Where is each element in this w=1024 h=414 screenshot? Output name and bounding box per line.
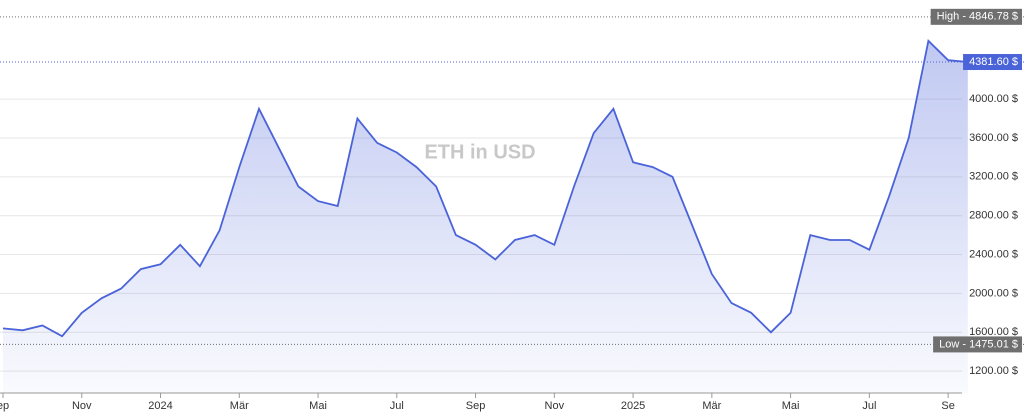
annotation: High - 4846.78 $ [930,8,1022,25]
x-tick-label: Mai [782,400,800,412]
x-tick-label: Sep [466,400,486,412]
x-tick-label: Mär [230,400,249,412]
annotation: 4381.60 $ [963,54,1022,71]
x-tick-label: Mai [309,400,327,412]
y-tick-label: 1600.00 $ [969,326,1018,338]
y-tick-label: 2400.00 $ [969,248,1018,260]
x-tick-label: Jul [862,400,876,412]
line [2,38,968,338]
annotation-box [963,54,1022,71]
y-tick-label: 3200.00 $ [969,171,1018,183]
x-tick-label: Mär [702,400,721,412]
x-tick-label: Nov [72,400,92,412]
annotation-label: High - 4846.78 $ [937,11,1018,23]
x-tick-label: Se [941,400,954,412]
y-tick-label: 4000.00 $ [969,93,1018,105]
x-tick-label: 2024 [148,400,172,412]
area [3,40,968,394]
annotation-box [933,336,1022,353]
x-tick-label: ep [0,400,9,412]
y-tick-label: 2800.00 $ [969,210,1018,222]
annotation-label: 4381.60 $ [969,56,1018,68]
x-tick-label: 2025 [621,400,645,412]
x-tick-label: Nov [545,400,565,412]
annotation: Low - 1475.01 $ [933,336,1022,353]
watermark-title: ETH in USD [424,141,535,163]
annotation-box [930,8,1022,25]
annotation-label: Low - 1475.01 $ [939,338,1018,350]
y-tick-label: 2000.00 $ [969,287,1018,299]
x-tick-label: Jul [390,400,404,412]
y-tick-label: 1200.00 $ [969,365,1018,377]
y-tick-label: 3600.00 $ [969,132,1018,144]
